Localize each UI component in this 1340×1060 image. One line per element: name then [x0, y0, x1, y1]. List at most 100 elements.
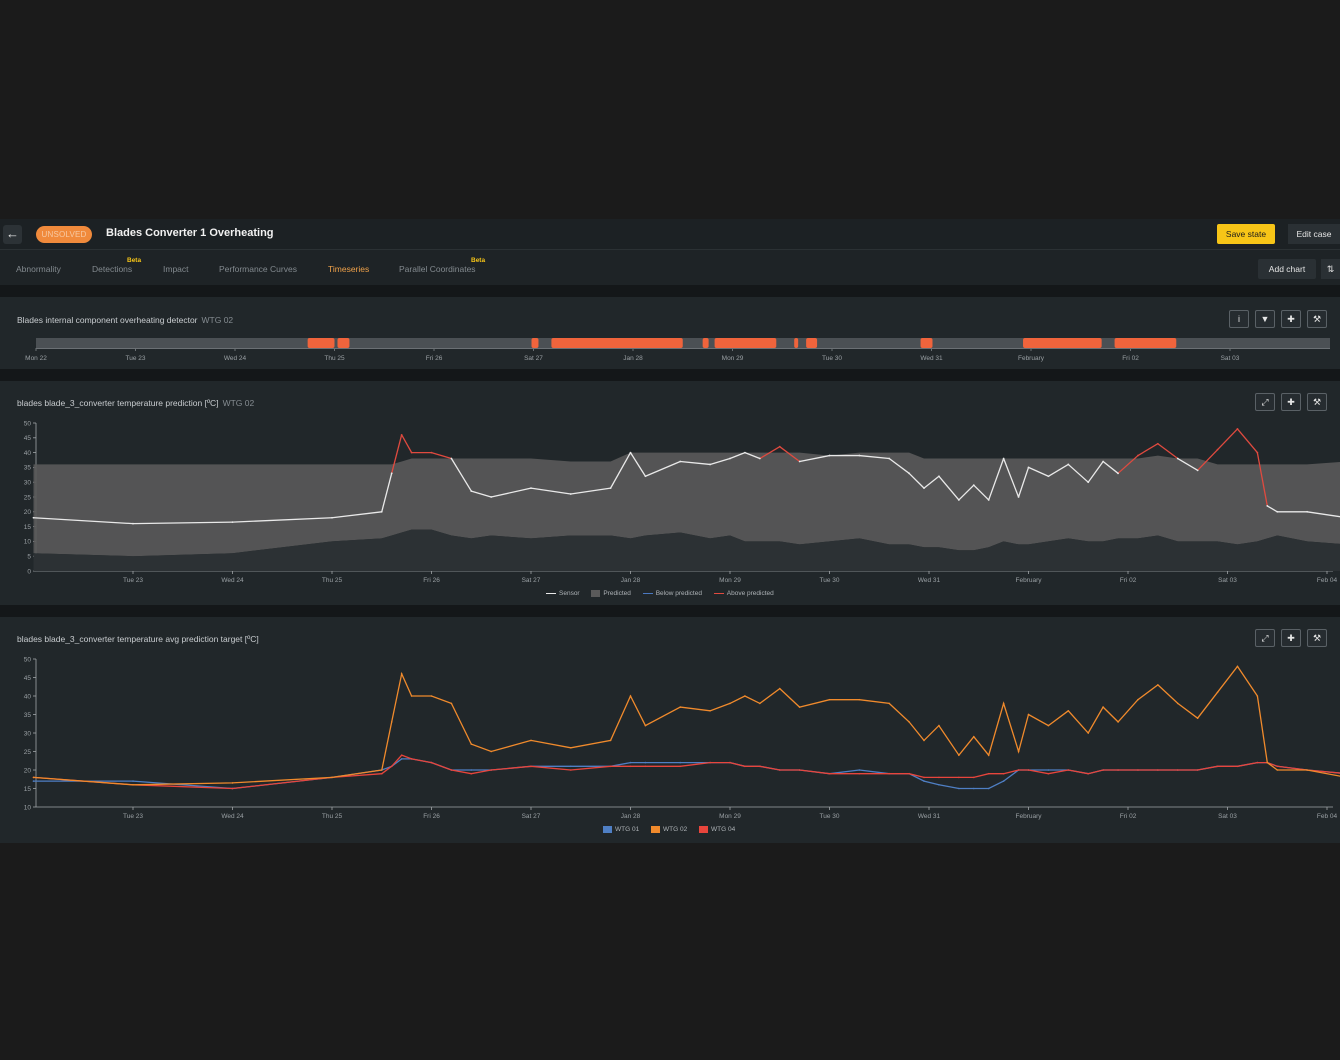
- wtg-01-point: [858, 769, 861, 771]
- settings-button[interactable]: ⚒: [1307, 393, 1327, 411]
- beta-badge: Beta: [471, 257, 486, 264]
- tab-bar: Abnormality Detections Beta Impact Perfo…: [0, 251, 1340, 285]
- x-tick-label: Fri 02: [1120, 813, 1137, 820]
- wtg-04-point: [450, 769, 453, 771]
- y-tick-label: 45: [24, 435, 32, 442]
- add-chart-button[interactable]: Add chart: [1258, 259, 1316, 279]
- tab-timeseries[interactable]: Timeseries: [328, 264, 370, 274]
- sensor-point: [450, 457, 453, 460]
- arrow-left-icon: ←: [6, 226, 19, 241]
- wtg-02-point: [1087, 732, 1089, 734]
- wtg-02-point: [1176, 702, 1179, 705]
- detector-timeline[interactable]: Mon 22 Tue 23 Wed 24 Thu 25 Fri 26 Sat 27 Jan …: [0, 297, 1340, 369]
- wtg-04-point: [798, 769, 801, 771]
- wtg-01-point: [1047, 769, 1050, 771]
- sensor-point: [400, 433, 403, 436]
- wtg-02-point: [858, 698, 861, 701]
- legend-predicted[interactable]: Predicted: [591, 590, 631, 597]
- settings-button[interactable]: ⚒: [1307, 310, 1327, 328]
- wtg-04-point: [888, 772, 890, 775]
- sensor-point: [1216, 448, 1219, 451]
- y-tick-label: 30: [24, 480, 32, 487]
- sensor-point: [858, 454, 861, 457]
- x-tick-label: Fri 02: [1120, 577, 1137, 584]
- sensor-point: [1117, 472, 1119, 475]
- legend-sensor[interactable]: Sensor: [546, 590, 580, 597]
- x-tick-label: Feb 04: [1317, 813, 1338, 820]
- wtg-04-point: [470, 772, 473, 775]
- y-tick-label: 15: [24, 786, 32, 793]
- legend-below-predicted[interactable]: Below predicted: [642, 590, 702, 597]
- legend-above-predicted[interactable]: Above predicted: [713, 590, 774, 597]
- wtg-02-point: [1047, 724, 1050, 727]
- wtg-04-point: [410, 758, 413, 760]
- wtg-02-point: [400, 673, 403, 675]
- prediction-chart[interactable]: 0 5 10 15 20 25 30 35 40 45 50 Tue 23 Wed 24 Thu 25 Fr…: [0, 381, 1340, 605]
- avg-chart[interactable]: 10 15 20 25 30 35 40 45 50 Tue 23 Wed 24 Thu 25 Fri …: [0, 617, 1340, 843]
- wtg-04-point: [828, 772, 831, 775]
- wtg-04-point: [644, 765, 647, 768]
- edit-case-button[interactable]: Edit case: [1288, 224, 1340, 244]
- move-button[interactable]: ✚: [1281, 629, 1301, 647]
- sensor-segment: [610, 452, 632, 489]
- wtg-02-point: [1102, 706, 1104, 708]
- wtg-04-point: [1067, 769, 1070, 771]
- y-tick-label: 40: [24, 450, 32, 457]
- sensor-point: [231, 521, 234, 524]
- wtg-02-point: [1027, 713, 1030, 716]
- case-title: Blades Converter 1 Overheating: [106, 227, 274, 239]
- tab-abnormality[interactable]: Abnormality: [16, 264, 61, 274]
- sensor-segment: [973, 484, 990, 501]
- sensor-segment: [888, 457, 910, 474]
- x-tick-label: Thu 25: [324, 355, 345, 362]
- above-predicted-segment: [391, 434, 403, 474]
- x-tick-label: Jan 28: [621, 813, 641, 820]
- wtg-04-point: [231, 787, 234, 790]
- sensor-segment: [859, 454, 890, 460]
- detection-event: [1023, 338, 1102, 348]
- sensor-point: [908, 472, 910, 475]
- sensor-segment: [1028, 466, 1049, 477]
- wtg-04-point: [759, 765, 761, 768]
- beta-badge: Beta: [127, 257, 142, 264]
- tab-impact[interactable]: Impact: [163, 264, 189, 274]
- sensor-point: [1236, 428, 1239, 430]
- sensor-point: [828, 454, 831, 457]
- x-tick-label: Mon 29: [722, 355, 744, 362]
- move-button[interactable]: ✚: [1281, 310, 1301, 328]
- y-tick-label: 50: [24, 420, 32, 427]
- expand-button[interactable]: ⤢: [1255, 629, 1275, 647]
- info-button[interactable]: i: [1229, 310, 1249, 328]
- expand-button[interactable]: ⤢: [1255, 393, 1275, 411]
- wtg-04-point: [430, 761, 433, 764]
- save-state-button[interactable]: Save state: [1217, 224, 1275, 244]
- filter-button[interactable]: ▼: [1255, 310, 1275, 328]
- move-button[interactable]: ✚: [1281, 393, 1301, 411]
- x-tick-label: Tue 30: [820, 813, 840, 820]
- tab-detections[interactable]: Detections: [92, 264, 133, 274]
- sensor-point: [490, 496, 493, 498]
- sensor-point: [629, 451, 632, 454]
- detection-event: [714, 338, 777, 348]
- wtg-02-point: [987, 754, 990, 756]
- wtg-01-point: [987, 787, 990, 790]
- wtg-02-point: [923, 739, 925, 742]
- legend-wtg-04[interactable]: WTG 04: [699, 826, 735, 833]
- settings-button[interactable]: ⚒: [1307, 629, 1327, 647]
- legend-wtg-01[interactable]: WTG 01: [603, 826, 639, 833]
- sensor-segment: [908, 472, 925, 489]
- back-button[interactable]: ←: [3, 225, 22, 244]
- x-tick-label: Jan 28: [621, 577, 641, 584]
- sensor-segment: [33, 517, 134, 525]
- y-tick-label: 35: [24, 712, 32, 719]
- tab-parallel-coordinates[interactable]: Parallel Coordinates: [399, 264, 476, 274]
- divider: [0, 605, 1340, 617]
- tab-performance-curves[interactable]: Performance Curves: [219, 264, 297, 274]
- move-icon: ✚: [1287, 633, 1295, 643]
- y-tick-label: 5: [27, 554, 31, 561]
- wtg-02-point: [530, 739, 532, 742]
- x-tick-label: Tue 23: [123, 813, 143, 820]
- legend-wtg-02[interactable]: WTG 02: [651, 826, 687, 833]
- sensor-point: [938, 475, 940, 478]
- sort-button[interactable]: ⇅: [1321, 259, 1340, 279]
